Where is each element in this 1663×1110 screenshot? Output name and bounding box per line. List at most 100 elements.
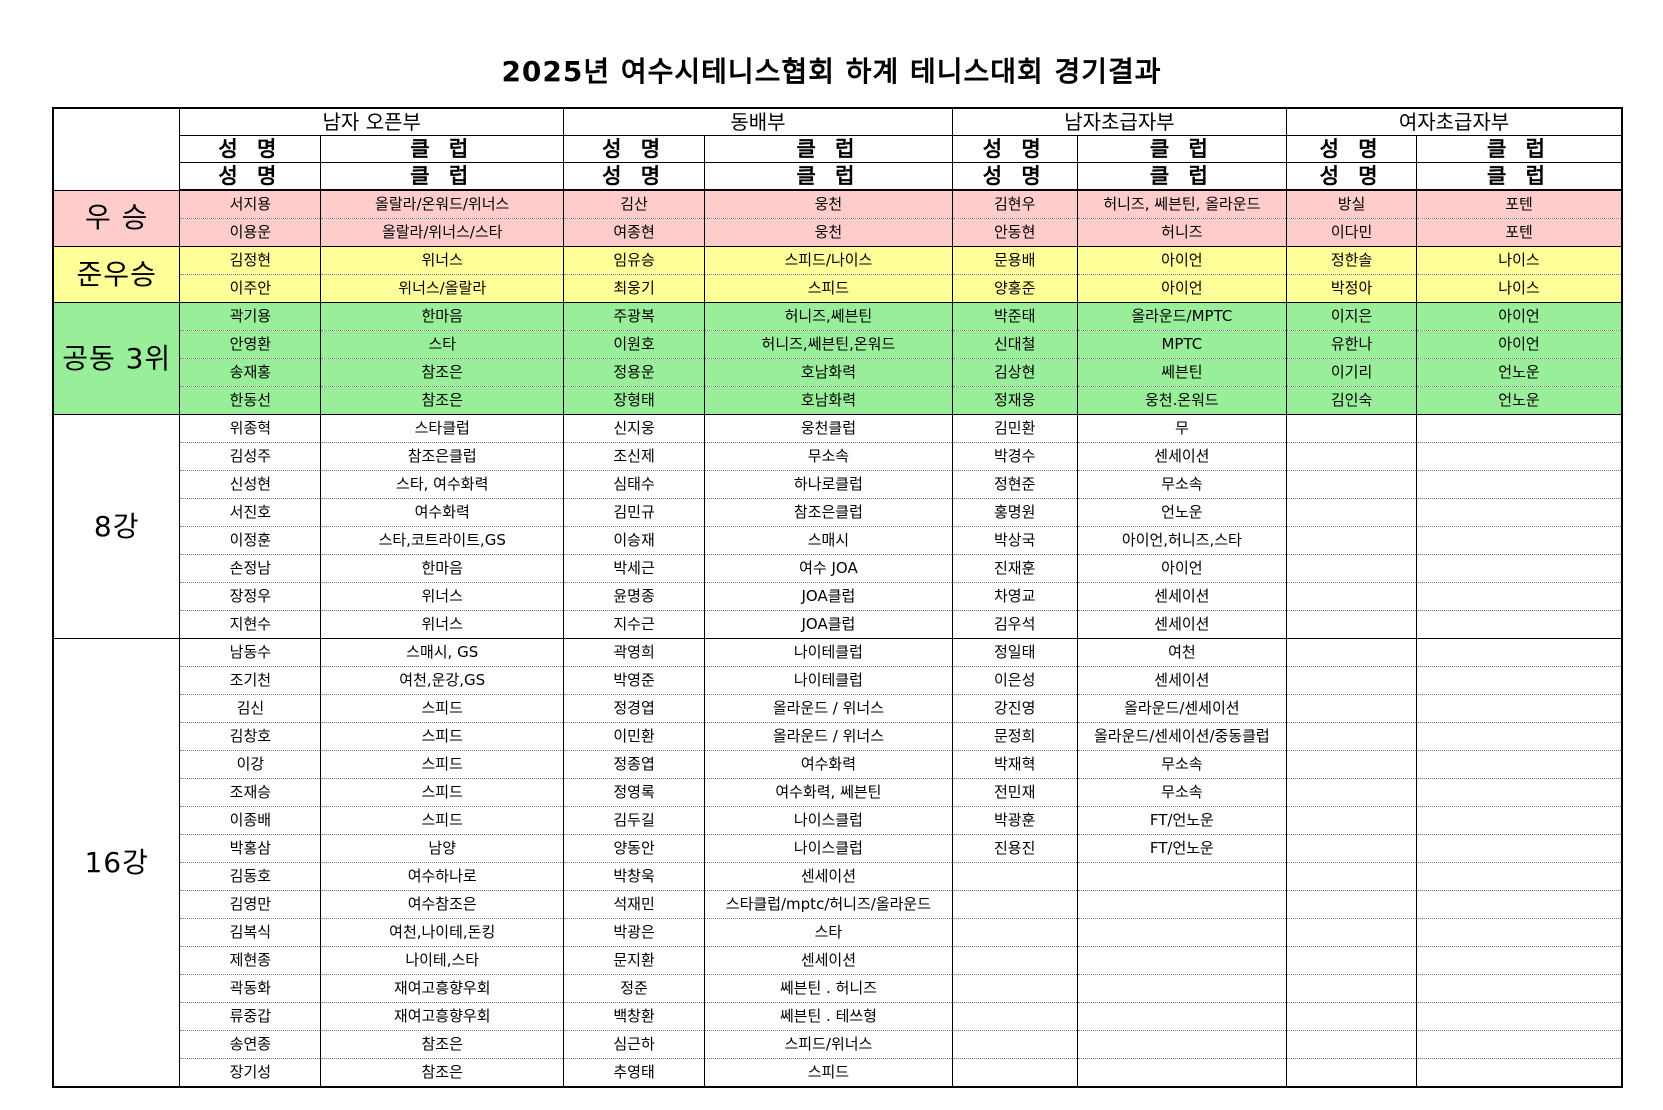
club-name [1076, 918, 1288, 947]
club-name: 호남화력 [704, 386, 953, 415]
player-name: 문지환 [563, 946, 706, 975]
result-row: 제현종 나이테,스타 문지환 센세이션 [53, 946, 1623, 975]
player-name: 류중갑 [179, 1002, 322, 1031]
result-row: 김복식 여천,나이테,돈킹 박광은 스타 [53, 918, 1623, 947]
player-name [1286, 834, 1417, 863]
result-row: 한동선 참조은 장형태 호남화력 정재웅 웅천.온워드 김인숙 언노운 [53, 386, 1623, 415]
club-name: 스매시, GS [320, 638, 565, 667]
player-name [1286, 750, 1417, 779]
player-name: 양홍준 [951, 274, 1078, 303]
player-name: 박정아 [1286, 274, 1417, 303]
player-name: 김우석 [951, 610, 1078, 639]
player-name: 박준태 [951, 302, 1078, 331]
player-name: 김영만 [179, 890, 322, 919]
name-header: 성 명 [179, 162, 322, 191]
club-header: 클 럽 [1076, 135, 1288, 163]
name-header: 성 명 [1286, 162, 1417, 191]
club-name: 참조은 [320, 386, 565, 415]
player-name: 박광훈 [951, 806, 1078, 835]
club-name: 나이테,스타 [320, 946, 565, 975]
result-row: 곽동화 재여고흥향우회 정준 쎄븐틴 . 허니즈 [53, 974, 1623, 1003]
club-name: 참조은클럽 [704, 498, 953, 527]
club-name: 스피드 [320, 722, 565, 751]
result-row: 류중갑 재여고흥향우회 백창환 쎄븐틴 . 테쓰형 [53, 1002, 1623, 1031]
result-row: 8강 위종혁 스타클럽 신지웅 웅천클럽 김민환 무 [52, 414, 1623, 639]
club-name: 스피드 [704, 1058, 953, 1088]
club-name [1416, 778, 1623, 807]
player-name: 지수근 [563, 610, 706, 639]
club-name: 여수화력, 쎄븐틴 [704, 778, 953, 807]
club-name [1416, 974, 1623, 1003]
player-name: 문용배 [951, 246, 1078, 275]
player-name: 남동수 [179, 638, 322, 667]
player-name: 장기성 [179, 1058, 322, 1088]
player-name: 손정남 [179, 554, 322, 583]
player-name: 박영준 [563, 666, 706, 695]
club-name: 올랄라/위너스/스타 [320, 218, 565, 247]
club-name: 스매시 [704, 526, 953, 555]
club-name: 센세이션 [1076, 666, 1288, 695]
club-name: FT/언노운 [1076, 806, 1288, 835]
player-name [951, 918, 1078, 947]
player-name: 윤명종 [563, 582, 706, 611]
result-row: 조재승 스피드 정영록 여수화력, 쎄븐틴 전민재 무소속 [53, 778, 1623, 807]
player-name: 장정우 [179, 582, 322, 611]
page-title: 2025년 여수시테니스협회 하계 테니스대회 경기결과 [501, 55, 1162, 88]
club-name: 하나로클럽 [704, 470, 953, 499]
player-name [951, 974, 1078, 1003]
club-name: 여천,나이테,돈킹 [320, 918, 565, 947]
club-name [1416, 442, 1623, 471]
player-name [1286, 806, 1417, 835]
player-name: 김인숙 [1286, 386, 1417, 415]
club-name [1416, 834, 1623, 863]
rank-label: 준우승 [52, 246, 181, 303]
club-name: 스피드 [320, 694, 565, 723]
player-name [1286, 470, 1417, 499]
club-name: 무소속 [1076, 750, 1288, 779]
club-name [1416, 1002, 1623, 1031]
club-header: 클 럽 [1076, 162, 1288, 191]
club-name: 스타, 여수화력 [320, 470, 565, 499]
club-name [1416, 1030, 1623, 1059]
player-name: 여종현 [563, 218, 706, 247]
player-name: 박광은 [563, 918, 706, 947]
club-header: 클 럽 [1416, 162, 1623, 191]
club-name [1416, 498, 1623, 527]
club-name: 허니즈,쎄븐틴 [704, 302, 953, 331]
club-name [1416, 918, 1623, 947]
player-name: 석재민 [563, 890, 706, 919]
player-name: 문정희 [951, 722, 1078, 751]
player-name: 최웅기 [563, 274, 706, 303]
sub-header-row: 성 명 클 럽 성 명 클 럽 성 명 클 럽 성 명 클 럽 [53, 162, 1623, 191]
result-row: 박홍삼 남양 양동안 나이스클럽 진용진 FT/언노운 [53, 834, 1623, 863]
player-name: 양동안 [563, 834, 706, 863]
club-name: 스피드 [704, 274, 953, 303]
club-name [1076, 1002, 1288, 1031]
club-header: 클 럽 [320, 135, 565, 163]
club-name: 센세이션 [1076, 442, 1288, 471]
club-name: 센세이션 [704, 946, 953, 975]
club-name: 여수하나로 [320, 862, 565, 891]
player-name [951, 890, 1078, 919]
club-name: 호남화력 [704, 358, 953, 387]
name-header: 성 명 [563, 162, 706, 191]
player-name: 박홍삼 [179, 834, 322, 863]
player-name: 진용진 [951, 834, 1078, 863]
result-row: 이종배 스피드 김두길 나이스클럽 박광훈 FT/언노운 [53, 806, 1623, 835]
player-name: 김동호 [179, 862, 322, 891]
club-name: 나이스 [1416, 274, 1623, 303]
result-row: 16강 남동수 스매시, GS 곽영희 나이테클럽 정일태 여천 [52, 638, 1623, 1088]
player-name [1286, 414, 1417, 443]
player-name [951, 946, 1078, 975]
player-name: 김민규 [563, 498, 706, 527]
results-table: 남자 오픈부 동배부 남자초급자부 여자초급자부 성 명 클 럽 성 명 클 럽… [52, 107, 1623, 1088]
club-name: 웅천.온워드 [1076, 386, 1288, 415]
club-name: FT/언노운 [1076, 834, 1288, 863]
club-name: 웅천 [704, 218, 953, 247]
result-row: 서진호 여수화력 김민규 참조은클럽 홍명원 언노운 [53, 498, 1623, 527]
player-name: 제현종 [179, 946, 322, 975]
player-name: 이주안 [179, 274, 322, 303]
player-name: 곽기용 [179, 302, 322, 331]
player-name: 이원호 [563, 330, 706, 359]
player-name [1286, 1030, 1417, 1059]
